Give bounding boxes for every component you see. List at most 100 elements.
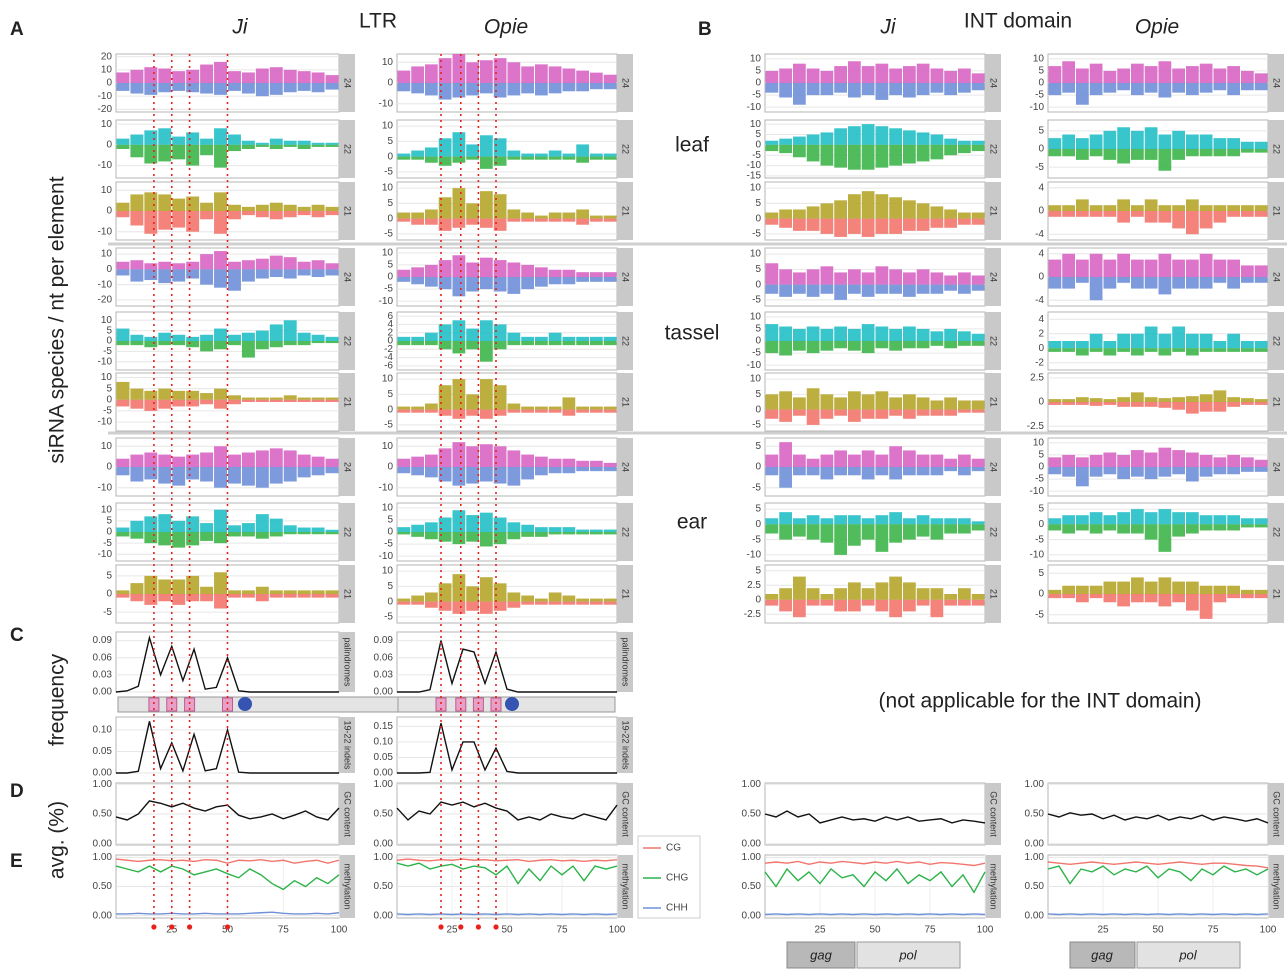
bar (214, 128, 227, 145)
bar (297, 206, 311, 211)
y-tick-label: 0 (755, 139, 761, 150)
bar (1227, 524, 1240, 531)
bar (848, 467, 861, 476)
bar (590, 215, 603, 219)
bar (480, 444, 493, 467)
bar (228, 399, 241, 405)
strip (1268, 565, 1284, 623)
y-tick-label: 0.05 (93, 746, 113, 757)
bar (793, 599, 806, 618)
bar (452, 409, 466, 419)
note: (not applicable for the INT domain) (879, 690, 1202, 713)
bar (1199, 515, 1213, 525)
bar (255, 514, 269, 532)
bar (535, 341, 548, 346)
bar (916, 409, 930, 416)
bar (930, 68, 944, 83)
bar (1213, 277, 1227, 283)
bar (834, 218, 847, 237)
bar (1241, 398, 1254, 402)
bar (1227, 397, 1240, 402)
bar (1076, 524, 1089, 531)
bar (848, 61, 861, 83)
bar (228, 590, 241, 594)
bar (130, 454, 144, 467)
y-tick-label: -10 (98, 91, 113, 102)
y-tick-label: 0.50 (93, 809, 113, 820)
bar (903, 66, 916, 83)
bar (930, 409, 944, 416)
bar (452, 532, 466, 545)
y-tick-label: 4 (387, 319, 393, 330)
y-tick-label: -10 (1030, 486, 1045, 497)
bar (603, 601, 617, 605)
bar (200, 523, 214, 532)
y-tick-label: 10 (750, 183, 762, 194)
bar (875, 467, 889, 476)
bar (130, 399, 144, 409)
bar (425, 522, 438, 532)
bar (576, 336, 589, 341)
bar (765, 454, 779, 467)
bar (241, 72, 255, 83)
line (115, 865, 340, 891)
bar (116, 211, 130, 218)
bar (411, 467, 424, 476)
bar (535, 83, 548, 96)
strip-label: 22 (1272, 144, 1282, 154)
y-tick-label: 20 (101, 51, 113, 62)
strip-label: 22 (989, 144, 999, 154)
bar (200, 532, 214, 541)
bar (507, 403, 521, 410)
bar (158, 467, 172, 484)
bar (172, 198, 186, 211)
bar (466, 446, 479, 467)
y-tick-label: 0 (755, 336, 761, 347)
bar (793, 518, 806, 525)
bar (507, 522, 521, 532)
bar (1158, 447, 1172, 467)
bar (944, 458, 957, 467)
bar (1103, 524, 1117, 531)
bar (1227, 277, 1240, 289)
line (764, 913, 986, 916)
bar (603, 83, 617, 90)
strip-label: 21 (989, 397, 999, 407)
bar (861, 518, 875, 525)
bar (158, 332, 172, 341)
bar (325, 529, 339, 532)
bar (521, 153, 534, 157)
bar (903, 200, 916, 219)
bar (944, 518, 957, 525)
bar (1144, 397, 1158, 402)
legend (637, 835, 701, 919)
bar (397, 458, 411, 467)
bar (269, 202, 283, 211)
x-tick-label: 50 (501, 925, 513, 936)
bar (493, 517, 507, 532)
bar (425, 341, 438, 346)
bar (507, 601, 521, 608)
bar (903, 326, 916, 341)
bar (1131, 333, 1144, 349)
bar (971, 73, 985, 83)
line (115, 858, 340, 864)
y-tick-label: 2 (387, 327, 393, 338)
bar (425, 592, 438, 602)
bar (548, 66, 562, 83)
y-tick-label: -5 (752, 150, 761, 161)
bar (535, 532, 548, 537)
y-tick-label: 10 (382, 183, 394, 194)
bar (930, 599, 944, 618)
bar (590, 83, 603, 90)
bar (116, 144, 130, 149)
x-tick-label: 100 (609, 925, 626, 936)
bar (1089, 454, 1103, 467)
bar (397, 269, 411, 277)
y-tick-label: 0.00 (374, 910, 394, 921)
bar (1144, 594, 1158, 603)
strip-label: 24 (1272, 462, 1282, 472)
gene-label: gag (1091, 947, 1113, 962)
bar (765, 70, 779, 83)
bar (793, 524, 806, 537)
